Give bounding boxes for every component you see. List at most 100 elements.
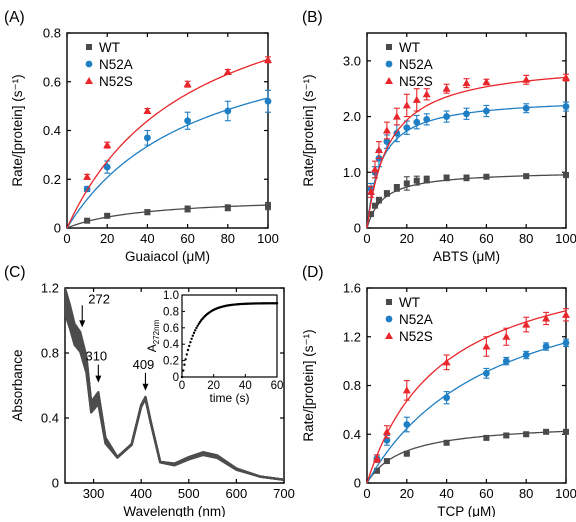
series-n52s	[366, 308, 570, 484]
marker-square	[563, 428, 569, 435]
marker-triangle	[385, 332, 393, 339]
fit-curve	[366, 342, 567, 484]
marker-triangle	[542, 314, 551, 322]
marker-square	[371, 202, 378, 209]
y-tick-label: 0.2	[43, 172, 61, 187]
x-axis-label: TCP (μM)	[437, 504, 496, 517]
marker-square	[86, 44, 92, 50]
x-tick-label: 600	[226, 486, 248, 501]
legend-entry: WT	[399, 295, 420, 310]
marker-square	[375, 197, 382, 204]
marker-square	[224, 204, 231, 211]
inset-point	[188, 344, 191, 348]
inset-y-tick-label: 1.0	[163, 290, 179, 302]
marker-triangle	[264, 55, 272, 63]
x-tick-label: 80	[519, 486, 533, 501]
marker-triangle	[385, 77, 393, 84]
panel-label: (D)	[302, 264, 324, 281]
inset-point	[192, 331, 196, 335]
fit-curve	[366, 430, 567, 484]
marker-square	[373, 467, 380, 474]
marker-square	[383, 190, 390, 197]
x-tick-label: 0	[363, 231, 370, 246]
inset-y-tick-label: 0.6	[163, 323, 179, 335]
fit-curve	[66, 58, 269, 229]
legend-entry: WT	[399, 40, 420, 55]
inset-x-tick-label: 60	[271, 380, 284, 392]
x-tick-label: 40	[439, 231, 453, 246]
marker-triangle	[422, 90, 431, 98]
marker-square	[403, 180, 410, 187]
x-tick-label: 400	[130, 486, 152, 501]
panel-B: 0 20 40 60 80 100 0 1.0 2.0 3.0 ABTS (μM) Rate/[pro…	[301, 9, 576, 264]
marker-triangle	[522, 75, 531, 83]
marker-triangle	[374, 146, 383, 153]
series-wt	[366, 172, 569, 229]
series-n52s	[366, 73, 570, 229]
x-tick-label: 0	[363, 486, 370, 501]
marker-circle	[483, 369, 490, 377]
marker-circle	[423, 115, 431, 123]
marker-square	[144, 209, 151, 216]
series-n52a	[366, 338, 570, 484]
marker-triangle	[382, 126, 391, 134]
marker-square	[463, 174, 470, 181]
panel-label: (A)	[4, 9, 25, 26]
marker-circle	[385, 60, 393, 68]
marker-circle	[383, 138, 391, 146]
x-tick-label: 40	[439, 486, 453, 501]
y-tick-label: 1.0	[343, 165, 361, 180]
marker-circle	[413, 118, 421, 126]
x-tick-label: 80	[221, 231, 235, 246]
legend-entry: N52S	[399, 74, 433, 89]
inset-y-axis-sub: 272nm	[152, 319, 161, 344]
x-tick-label: 80	[519, 231, 533, 246]
marker-triangle	[502, 332, 511, 340]
legend-entry: N52A	[399, 312, 433, 327]
marker-triangle	[143, 107, 152, 114]
inset-point	[182, 369, 185, 372]
y-tick-label: 0.8	[343, 378, 361, 393]
y-tick-label: 0	[354, 476, 361, 491]
inset-point	[190, 337, 193, 340]
marker-circle	[443, 113, 450, 120]
y-tick-label: 0.8	[43, 26, 61, 41]
marker-triangle	[103, 141, 112, 149]
y-axis-label: Absorbance	[10, 349, 25, 421]
legend-entry: N52A	[99, 57, 133, 72]
marker-triangle	[462, 79, 471, 87]
marker-circle	[264, 97, 272, 105]
y-axis-label: Rate/[protein] (s⁻¹)	[301, 74, 316, 186]
x-axis-label: ABTS (μM)	[433, 249, 500, 264]
marker-triangle	[370, 165, 379, 173]
y-tick-label: 0.4	[41, 411, 59, 426]
marker-square	[184, 205, 191, 212]
marker-triangle	[83, 172, 92, 180]
peak-arrowhead	[79, 320, 86, 328]
inset-x-tick-label: 0	[179, 380, 185, 392]
y-axis-label: Rate/[protein] (s⁻¹)	[10, 74, 25, 186]
peak-arrowhead	[95, 375, 102, 383]
series-n52a	[366, 101, 570, 229]
panel-D: 0 20 40 60 80 100 0 0.4 0.8 1.2 1.6 TCP (μM) Rate/[p…	[301, 264, 576, 519]
marker-circle	[542, 343, 550, 350]
marker-triangle	[223, 68, 232, 75]
marker-square	[413, 177, 420, 184]
x-tick-label: 100	[555, 231, 576, 246]
x-axis-label: Guaiacol (μM)	[125, 249, 210, 264]
y-tick-label: 0.4	[43, 123, 61, 138]
marker-triangle	[562, 73, 570, 81]
marker-circle	[144, 134, 151, 142]
x-tick-label: 60	[479, 486, 493, 501]
marker-circle	[103, 163, 111, 171]
y-tick-label: 0.8	[41, 346, 59, 361]
marker-triangle	[482, 342, 491, 350]
peak-label: 310	[85, 349, 107, 364]
marker-triangle	[442, 84, 451, 92]
panel-label: (B)	[302, 9, 323, 26]
marker-square	[483, 434, 490, 441]
fit-curve	[366, 310, 567, 484]
inset-y-axis-label: A272nm	[145, 319, 161, 352]
